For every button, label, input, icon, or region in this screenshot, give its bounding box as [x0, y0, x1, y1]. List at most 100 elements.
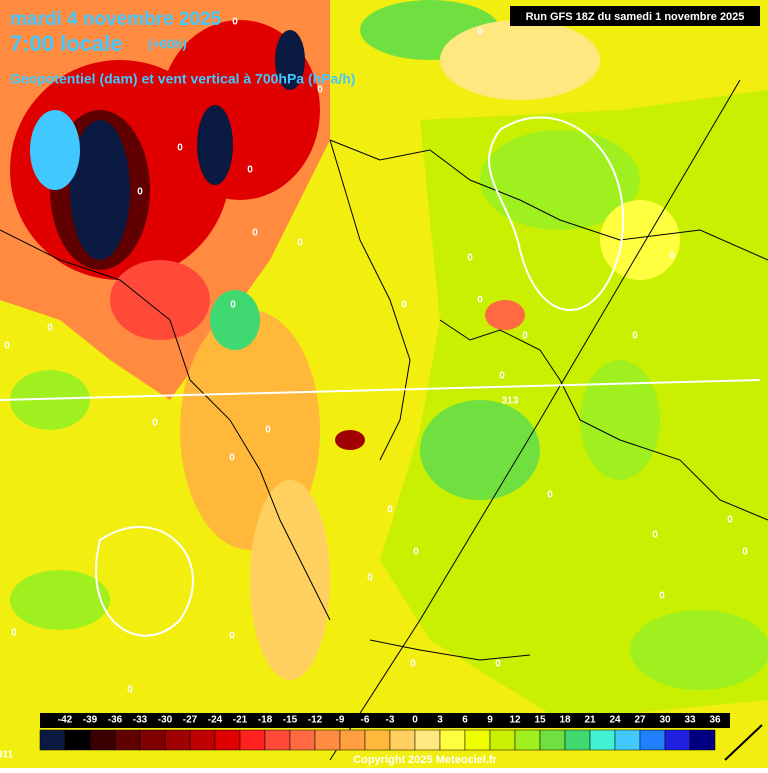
colorbar-swatch [564, 729, 591, 751]
contour-label: 0 [11, 628, 17, 639]
colorbar-swatch [614, 729, 641, 751]
colorbar-swatch [339, 729, 366, 751]
contour-label: 0 [297, 238, 303, 249]
colorbar-swatch [114, 729, 141, 751]
contour-label: 0 [632, 331, 638, 342]
colorbar-label: 12 [509, 715, 521, 726]
wind-arrow [724, 724, 763, 761]
colorbar-label: -33 [133, 715, 148, 726]
colorbar-label: -9 [336, 715, 345, 726]
colorbar-label: -15 [283, 715, 298, 726]
colorbar-label: -24 [208, 715, 223, 726]
contour-label: 0 [499, 371, 505, 382]
colorbar-label: 33 [684, 715, 696, 726]
contour-label: 0 [367, 573, 373, 584]
colorbar-swatch [689, 729, 716, 751]
contour-label: 0 [137, 187, 143, 198]
contour-label: 0 [477, 27, 483, 38]
colorbar-label: 30 [659, 715, 671, 726]
colorbar-swatch [264, 729, 291, 751]
colorbar-label: 6 [462, 715, 468, 726]
time: 7:00 locale [10, 31, 123, 56]
colorbar-label: 18 [559, 715, 571, 726]
colorbar-label: 24 [609, 715, 621, 726]
contour-label: 0 [229, 631, 235, 642]
colorbar-swatch [514, 729, 541, 751]
contour-label: 0 [742, 547, 748, 558]
contour-label: 0 [4, 341, 10, 352]
contour-label: 0 [152, 418, 158, 429]
contour-label: 0 [317, 85, 323, 96]
colorbar-swatch [364, 729, 391, 751]
contour-label: 0 [252, 228, 258, 239]
contour-labels: 0 0 0 0 0 0 0 0 0 0 0 0 0 0 0 0 0 0 0 0 0 0 0 0 0 0 0 0 0 0 0 0 0 0 311 313 [0, 17, 748, 761]
colorbar-swatch [289, 729, 316, 751]
colorbar-label: -21 [233, 715, 248, 726]
colorbar-swatch [389, 729, 416, 751]
colorbar-swatch [539, 729, 566, 751]
contour-label: 0 [387, 505, 393, 516]
colorbar-label: -3 [386, 715, 395, 726]
contour-label: 0 [467, 253, 473, 264]
colorbar-swatch [189, 729, 216, 751]
colorbar-label: 15 [534, 715, 546, 726]
colorbar-label: -30 [158, 715, 173, 726]
contour-label: 0 [401, 300, 407, 311]
lead-time: (+60h) [148, 36, 187, 51]
colorbar-swatch [639, 729, 666, 751]
colorbar-swatch [314, 729, 341, 751]
colorbar-swatch [464, 729, 491, 751]
colorbar-swatch [589, 729, 616, 751]
colorbar-label: -27 [183, 715, 198, 726]
colorbar-swatch [89, 729, 116, 751]
contour-label: 0 [230, 300, 236, 311]
colorbar-label: -18 [258, 715, 273, 726]
copyright: Copyright 2025 Meteociel.fr [353, 754, 497, 766]
colorbar-swatch [164, 729, 191, 751]
colorbar-label: 36 [709, 715, 721, 726]
colorbar-label: 3 [437, 715, 443, 726]
coastlines [0, 79, 768, 761]
contour-label: 0 [232, 17, 238, 28]
contour-label: 0 [727, 515, 733, 526]
contour-label: 0 [495, 659, 501, 670]
colorbar: -42 -39 -36 -33 -30 -27 -24 -21 -18 -15 -12 -9 -6 -3 0… [39, 713, 730, 751]
colorbar-label-band [40, 713, 730, 728]
contour-label: 0 [547, 490, 553, 501]
contour-label: 0 [247, 165, 253, 176]
colorbar-label: -42 [58, 715, 73, 726]
colorbar-label: 27 [634, 715, 646, 726]
contour-label: 0 [410, 659, 416, 670]
colorbar-label: -36 [108, 715, 123, 726]
run-info: Run GFS 18Z du samedi 1 novembre 2025 [526, 11, 745, 23]
date: mardi 4 novembre 2025 [10, 9, 222, 30]
colorbar-label: -39 [83, 715, 98, 726]
contours [0, 116, 761, 637]
colorbar-swatch [239, 729, 266, 751]
colorbar-swatch [664, 729, 691, 751]
colorbar-swatch [439, 729, 466, 751]
colorbar-swatch [39, 729, 66, 751]
contour-label: 0 [669, 251, 675, 262]
contour-label: 0 [522, 331, 528, 342]
contour-label: 0 [413, 547, 419, 558]
colorbar-swatch [489, 729, 516, 751]
colorbar-label: 21 [584, 715, 596, 726]
contour-label: 0 [652, 530, 658, 541]
contour-label: 0 [47, 323, 53, 334]
colorbar-label: 0 [412, 715, 418, 726]
contour-label: 0 [177, 143, 183, 154]
colorbar-label: -6 [361, 715, 370, 726]
field-shading [0, 0, 768, 720]
run-box [510, 6, 760, 26]
colorbar-swatch [139, 729, 166, 751]
contour-label: 313 [502, 396, 519, 407]
colorbar-swatch [214, 729, 241, 751]
contour-label: 0 [229, 453, 235, 464]
contour-label: 0 [127, 685, 133, 696]
colorbar-label: -12 [308, 715, 323, 726]
contour-label: 0 [477, 295, 483, 306]
subtitle: Geopotentiel (dam) et vent vertical à 70… [10, 71, 355, 87]
